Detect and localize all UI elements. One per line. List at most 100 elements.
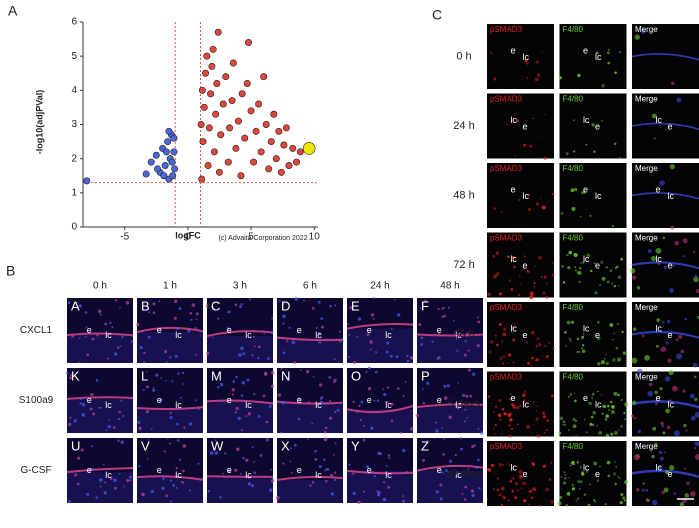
tile-annotation: lc xyxy=(175,470,182,480)
cell xyxy=(571,207,576,211)
cell xyxy=(578,351,581,354)
cell xyxy=(601,276,606,281)
cell xyxy=(245,415,248,417)
cell xyxy=(636,286,641,290)
cell xyxy=(507,255,510,258)
cell xyxy=(500,503,504,507)
cell xyxy=(437,356,441,360)
cell xyxy=(487,292,491,297)
cell xyxy=(573,150,576,153)
cell xyxy=(632,400,637,405)
cell xyxy=(570,320,574,324)
tile-annotation: e xyxy=(157,395,162,405)
cell xyxy=(517,465,519,468)
cell xyxy=(654,442,658,446)
cell xyxy=(499,357,503,360)
cell xyxy=(508,397,512,401)
cell xyxy=(664,376,671,382)
tile-annotation: lc xyxy=(595,52,602,62)
x-tick-label: -5 xyxy=(120,232,129,243)
cell xyxy=(562,281,566,284)
cell xyxy=(324,469,327,472)
cell xyxy=(489,51,493,54)
cell xyxy=(502,495,507,500)
cell xyxy=(661,424,665,428)
cell xyxy=(251,446,254,449)
cell xyxy=(334,410,337,414)
cell xyxy=(77,456,81,460)
cell xyxy=(510,412,513,415)
micrograph xyxy=(559,93,627,159)
cell xyxy=(328,416,333,420)
row-label: 72 h xyxy=(453,259,474,271)
cell xyxy=(165,360,168,363)
cell xyxy=(91,337,95,341)
cell xyxy=(367,386,372,391)
cell xyxy=(443,384,447,388)
micrograph xyxy=(205,298,274,363)
cell xyxy=(542,291,546,295)
cell xyxy=(333,471,337,474)
cell xyxy=(647,390,654,397)
cell xyxy=(311,306,315,310)
cell xyxy=(447,471,450,473)
cell xyxy=(369,340,373,344)
tile-annotation: e xyxy=(367,395,372,405)
cell xyxy=(182,383,185,385)
micrograph xyxy=(631,24,699,89)
cell xyxy=(633,454,640,461)
cell xyxy=(174,354,178,358)
cell xyxy=(247,412,252,416)
cell xyxy=(516,423,519,426)
cell xyxy=(597,361,601,366)
cell xyxy=(662,236,666,240)
micrograph xyxy=(65,368,134,433)
cell xyxy=(309,484,312,487)
cell xyxy=(360,400,364,404)
cell xyxy=(348,333,351,336)
cell xyxy=(523,143,527,147)
cell xyxy=(447,402,450,405)
cell xyxy=(563,481,566,485)
row-label: 96 h xyxy=(453,328,474,340)
cell xyxy=(406,354,409,358)
cell xyxy=(500,210,503,213)
epithelium xyxy=(66,467,134,474)
cell xyxy=(684,467,687,470)
tile-annotation: e xyxy=(87,325,92,335)
cell xyxy=(502,463,504,466)
cell xyxy=(111,326,114,329)
cell xyxy=(366,465,370,469)
cell xyxy=(577,479,581,484)
cell xyxy=(595,51,599,55)
cell xyxy=(571,487,576,491)
cell xyxy=(282,322,285,325)
cell xyxy=(109,321,112,324)
cell xyxy=(287,377,290,380)
epithelium xyxy=(276,475,344,481)
cell xyxy=(566,492,571,496)
tile-annotation: e xyxy=(510,185,515,195)
cell xyxy=(237,416,241,421)
cell xyxy=(120,399,123,402)
cell xyxy=(488,350,492,354)
cell xyxy=(683,423,687,428)
cell xyxy=(248,298,251,301)
cell xyxy=(333,378,337,383)
cell xyxy=(601,412,604,415)
cell xyxy=(235,406,239,411)
cell xyxy=(456,349,459,352)
cell xyxy=(610,400,613,404)
cell xyxy=(241,381,246,385)
cell xyxy=(557,501,562,506)
cell xyxy=(113,486,117,490)
point xyxy=(234,117,242,125)
cell xyxy=(67,301,71,305)
cell xyxy=(352,472,355,475)
cell xyxy=(522,481,527,486)
cell xyxy=(117,439,120,442)
cell xyxy=(95,378,99,382)
point xyxy=(208,62,216,70)
cell xyxy=(526,77,529,79)
cell xyxy=(336,408,340,412)
